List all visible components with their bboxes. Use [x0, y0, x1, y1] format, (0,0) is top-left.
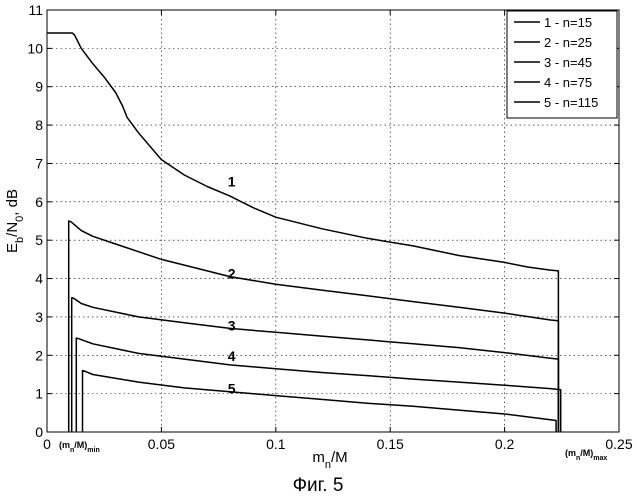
curve-label-1: 1: [228, 173, 236, 189]
legend-entry-5: 5 - n=115: [544, 95, 598, 110]
x-annotation-min-main: (m: [59, 440, 70, 450]
legend-entry-2: 2 - n=25: [544, 35, 592, 50]
x-tick-label: 0.05: [148, 436, 175, 452]
x-axis-label-main: m: [312, 449, 325, 466]
legend-entry-4: 4 - n=75: [544, 75, 592, 90]
x-annotation-max-sub2: max: [593, 455, 607, 462]
x-tick-label: 0.1: [266, 436, 286, 452]
y-axis-label-mid: /N: [4, 222, 21, 237]
curve-label-5: 5: [228, 381, 236, 397]
x-tick-label: 0.15: [377, 436, 404, 452]
x-tick-label: 0: [43, 436, 51, 452]
y-tick-label: 9: [35, 79, 43, 95]
x-tick-label: 0.25: [605, 436, 632, 452]
y-axis-label-main: E: [4, 243, 21, 253]
curve-label-2: 2: [228, 266, 236, 282]
y-tick-label: 7: [35, 155, 43, 171]
x-tick-label: 0.2: [495, 436, 515, 452]
y-tick-label: 6: [35, 194, 43, 210]
y-tick-label: 3: [35, 309, 43, 325]
legend-entry-3: 3 - n=45: [544, 55, 592, 70]
curve-label-4: 4: [228, 348, 236, 364]
y-tick-label: 11: [28, 2, 43, 18]
y-tick-label: 0: [35, 424, 43, 440]
legend-entry-1: 1 - n=15: [544, 15, 592, 30]
y-tick-label: 10: [27, 40, 43, 56]
x-annotation-min-sub2: min: [87, 447, 99, 454]
curve-label-3: 3: [228, 317, 236, 333]
x-annotation-max-mid: /M): [580, 448, 593, 458]
y-tick-label: 5: [35, 232, 43, 248]
x-annotation-min-mid: /M): [74, 440, 87, 450]
legend: 1 - n=15 2 - n=25 3 - n=45 4 - n=75 5 - n=11…: [507, 11, 617, 118]
y-tick-label: 8: [35, 117, 43, 133]
x-axis-label-rest: /M: [331, 449, 348, 466]
y-tick-label: 4: [35, 271, 43, 287]
x-annotation-max-main: (m: [565, 448, 576, 458]
y-tick-label: 1: [35, 386, 43, 402]
y-axis-label-rest: , dB: [4, 189, 21, 216]
y-tick-label: 2: [35, 347, 43, 363]
figure-caption: Фиг. 5: [293, 475, 344, 496]
